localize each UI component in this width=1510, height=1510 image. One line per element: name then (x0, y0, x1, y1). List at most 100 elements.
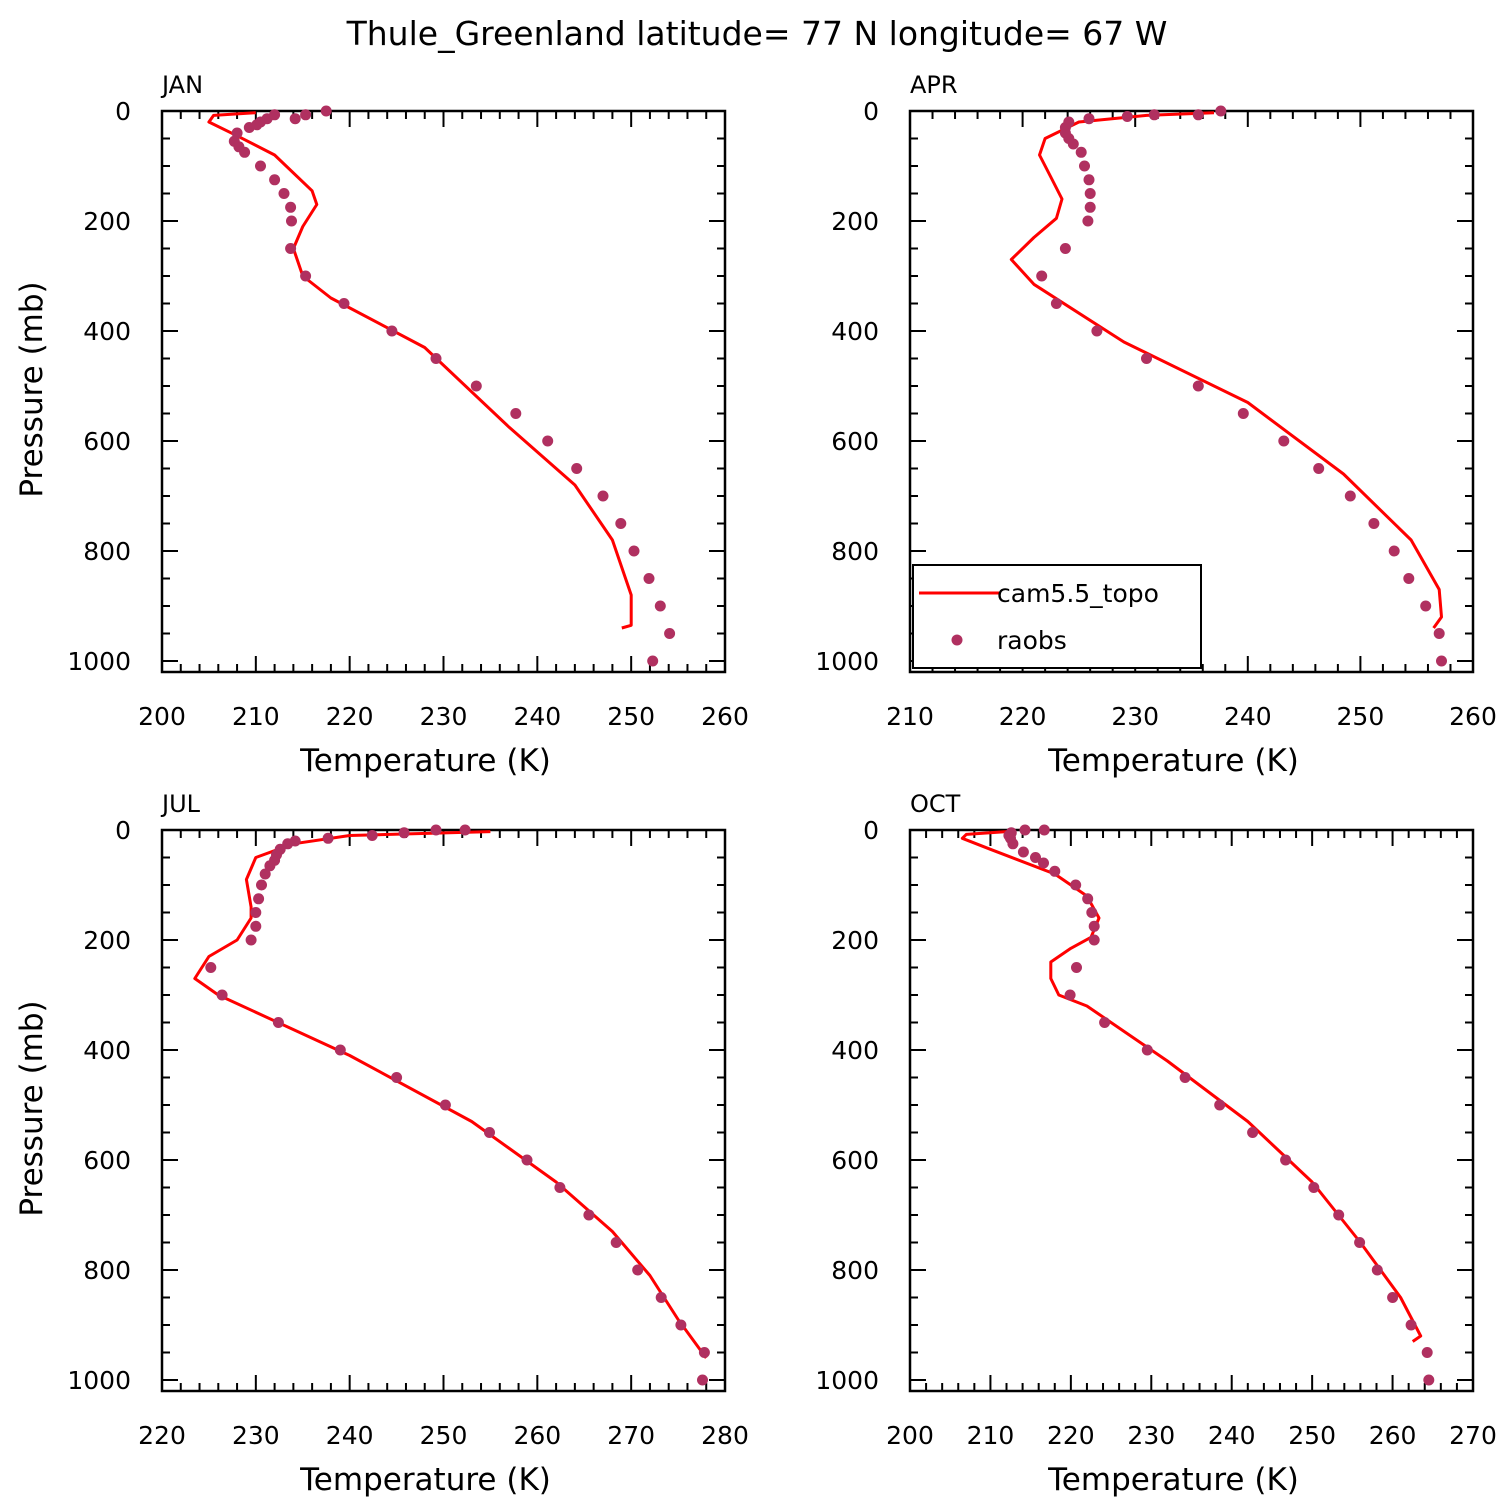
legend-label-cam5.5-topo: cam5.5_topo (997, 579, 1159, 608)
data-point-raobs-jul (264, 860, 276, 872)
data-point-raobs-jul (430, 824, 442, 836)
series-line-cam5.5-topo-jul (193, 830, 708, 1359)
x-tick-label-apr: 220 (999, 702, 1047, 731)
y-tick-label-oct: 200 (831, 926, 879, 955)
data-point-raobs-jul (366, 830, 378, 841)
x-tick-label-oct: 260 (1369, 1421, 1417, 1450)
data-point-raobs-jan (597, 490, 609, 502)
y-tick-label-jul: 600 (83, 1146, 131, 1175)
panels: JAN 200 210 220 230 240 250 260 0 200 400 600 800 100… (14, 71, 1497, 1498)
x-tick-label-oct: 220 (1047, 1421, 1095, 1450)
panel-label-jan: JAN (160, 71, 203, 99)
data-point-raobs-jul (322, 832, 334, 844)
data-point-raobs-jan (542, 435, 554, 447)
x-tick-label-oct: 230 (1127, 1421, 1175, 1450)
data-point-raobs-jul (256, 879, 267, 891)
data-point-raobs-oct (1333, 1209, 1345, 1221)
data-point-raobs-apr (1237, 408, 1249, 419)
data-point-raobs-jul (521, 1154, 533, 1166)
data-point-raobs-jul (675, 1319, 687, 1331)
series-line-cam5.5-topo-apr (1009, 111, 1443, 629)
data-point-raobs-jul (398, 827, 410, 839)
y-tick-label-jan: 400 (83, 317, 131, 346)
data-point-raobs-jul (250, 920, 262, 932)
x-axis-title-jul: Temperature (K) (299, 1462, 551, 1498)
data-point-raobs-oct (1179, 1072, 1191, 1083)
x-tick-label-jan: 260 (701, 702, 749, 731)
x-tick-label-jul: 220 (138, 1421, 186, 1450)
data-point-raobs-jan (643, 573, 655, 584)
x-tick-label-oct: 250 (1288, 1421, 1336, 1450)
data-point-raobs-apr (1192, 109, 1204, 121)
data-point-raobs-oct (1354, 1237, 1366, 1248)
y-tick-label-jul: 0 (115, 816, 131, 845)
data-point-raobs-oct (1007, 838, 1019, 850)
data-point-raobs-jan (286, 215, 297, 227)
data-point-raobs-jan (386, 325, 398, 337)
data-point-raobs-apr (1079, 160, 1090, 172)
data-point-raobs-jul (253, 893, 265, 905)
data-point-raobs-apr (1192, 380, 1204, 392)
y-tick-label-apr: 400 (831, 317, 879, 346)
x-axis-title-oct: Temperature (K) (1047, 1462, 1299, 1498)
plot-frame-jul (160, 828, 727, 1393)
legend-box (912, 564, 1202, 669)
plot-frame-jan (160, 109, 727, 674)
data-point-raobs-jul (610, 1237, 622, 1248)
y-tick-label-oct: 1000 (815, 1366, 879, 1395)
data-point-raobs-jan (269, 174, 281, 186)
data-point-raobs-jul (554, 1182, 566, 1193)
data-point-raobs-jan (615, 518, 627, 529)
y-axis-title-jul: Pressure (mb) (14, 1000, 50, 1216)
x-tick-label-apr: 260 (1449, 702, 1497, 731)
x-tick-label-apr: 240 (1224, 702, 1272, 731)
figure-title: Thule_Greenland latitude= 77 N longitude… (346, 14, 1168, 53)
data-point-raobs-jul (459, 824, 471, 836)
x-tick-label-oct: 210 (967, 1421, 1015, 1450)
panel-label-jul: JUL (160, 790, 201, 818)
x-tick-label-jul: 280 (701, 1421, 749, 1450)
data-point-raobs-apr (1084, 188, 1096, 199)
data-point-raobs-jan (338, 298, 350, 309)
data-point-raobs-jul (245, 934, 257, 946)
data-point-raobs-jan (278, 188, 290, 199)
data-point-raobs-jul (334, 1044, 346, 1056)
data-point-raobs-jul (391, 1072, 403, 1083)
data-point-raobs-jul (250, 907, 262, 918)
data-point-raobs-oct (1049, 865, 1061, 877)
data-point-raobs-apr (1084, 201, 1096, 213)
data-point-raobs-jan (654, 600, 666, 612)
data-point-raobs-jan (664, 628, 676, 639)
data-point-raobs-apr (1083, 174, 1095, 186)
data-point-raobs-jan (285, 243, 297, 254)
x-tick-label-jul: 260 (513, 1421, 561, 1450)
data-point-raobs-jan (231, 127, 243, 139)
data-point-raobs-apr (1091, 325, 1103, 337)
data-point-raobs-apr (1067, 138, 1079, 150)
x-tick-label-oct: 200 (886, 1421, 934, 1450)
panel-jul: JUL 220 230 240 250 260 270 280 0 200 400 600 800 100… (14, 790, 749, 1498)
data-point-raobs-apr (1148, 109, 1160, 121)
data-point-raobs-apr (1368, 518, 1380, 529)
data-point-raobs-apr (1313, 463, 1325, 474)
legend-swatch-raobs (951, 634, 963, 646)
x-tick-label-jul: 270 (607, 1421, 655, 1450)
data-point-raobs-jan (628, 545, 640, 557)
panel-apr: APR 210 220 230 240 250 260 0 200 400 600 800 1000 Te… (815, 71, 1496, 779)
x-tick-label-oct: 270 (1449, 1421, 1497, 1450)
data-point-raobs-oct (1017, 846, 1029, 858)
x-tick-label-jan: 200 (138, 702, 186, 731)
y-tick-label-jul: 400 (83, 1036, 131, 1065)
series-line-cam5.5-topo-oct (960, 830, 1423, 1343)
data-point-raobs-oct (1405, 1319, 1417, 1331)
data-point-raobs-apr (1141, 353, 1152, 364)
data-point-raobs-apr (1436, 655, 1447, 667)
y-tick-label-apr: 800 (831, 537, 879, 566)
data-point-raobs-jul (216, 989, 228, 1001)
data-point-raobs-oct (1088, 934, 1100, 946)
panel-jan: JAN 200 210 220 230 240 250 260 0 200 400 600 800 100… (14, 71, 749, 779)
data-point-raobs-jul (484, 1127, 495, 1138)
x-tick-label-jan: 240 (513, 702, 561, 731)
x-tick-label-jul: 240 (326, 1421, 374, 1450)
